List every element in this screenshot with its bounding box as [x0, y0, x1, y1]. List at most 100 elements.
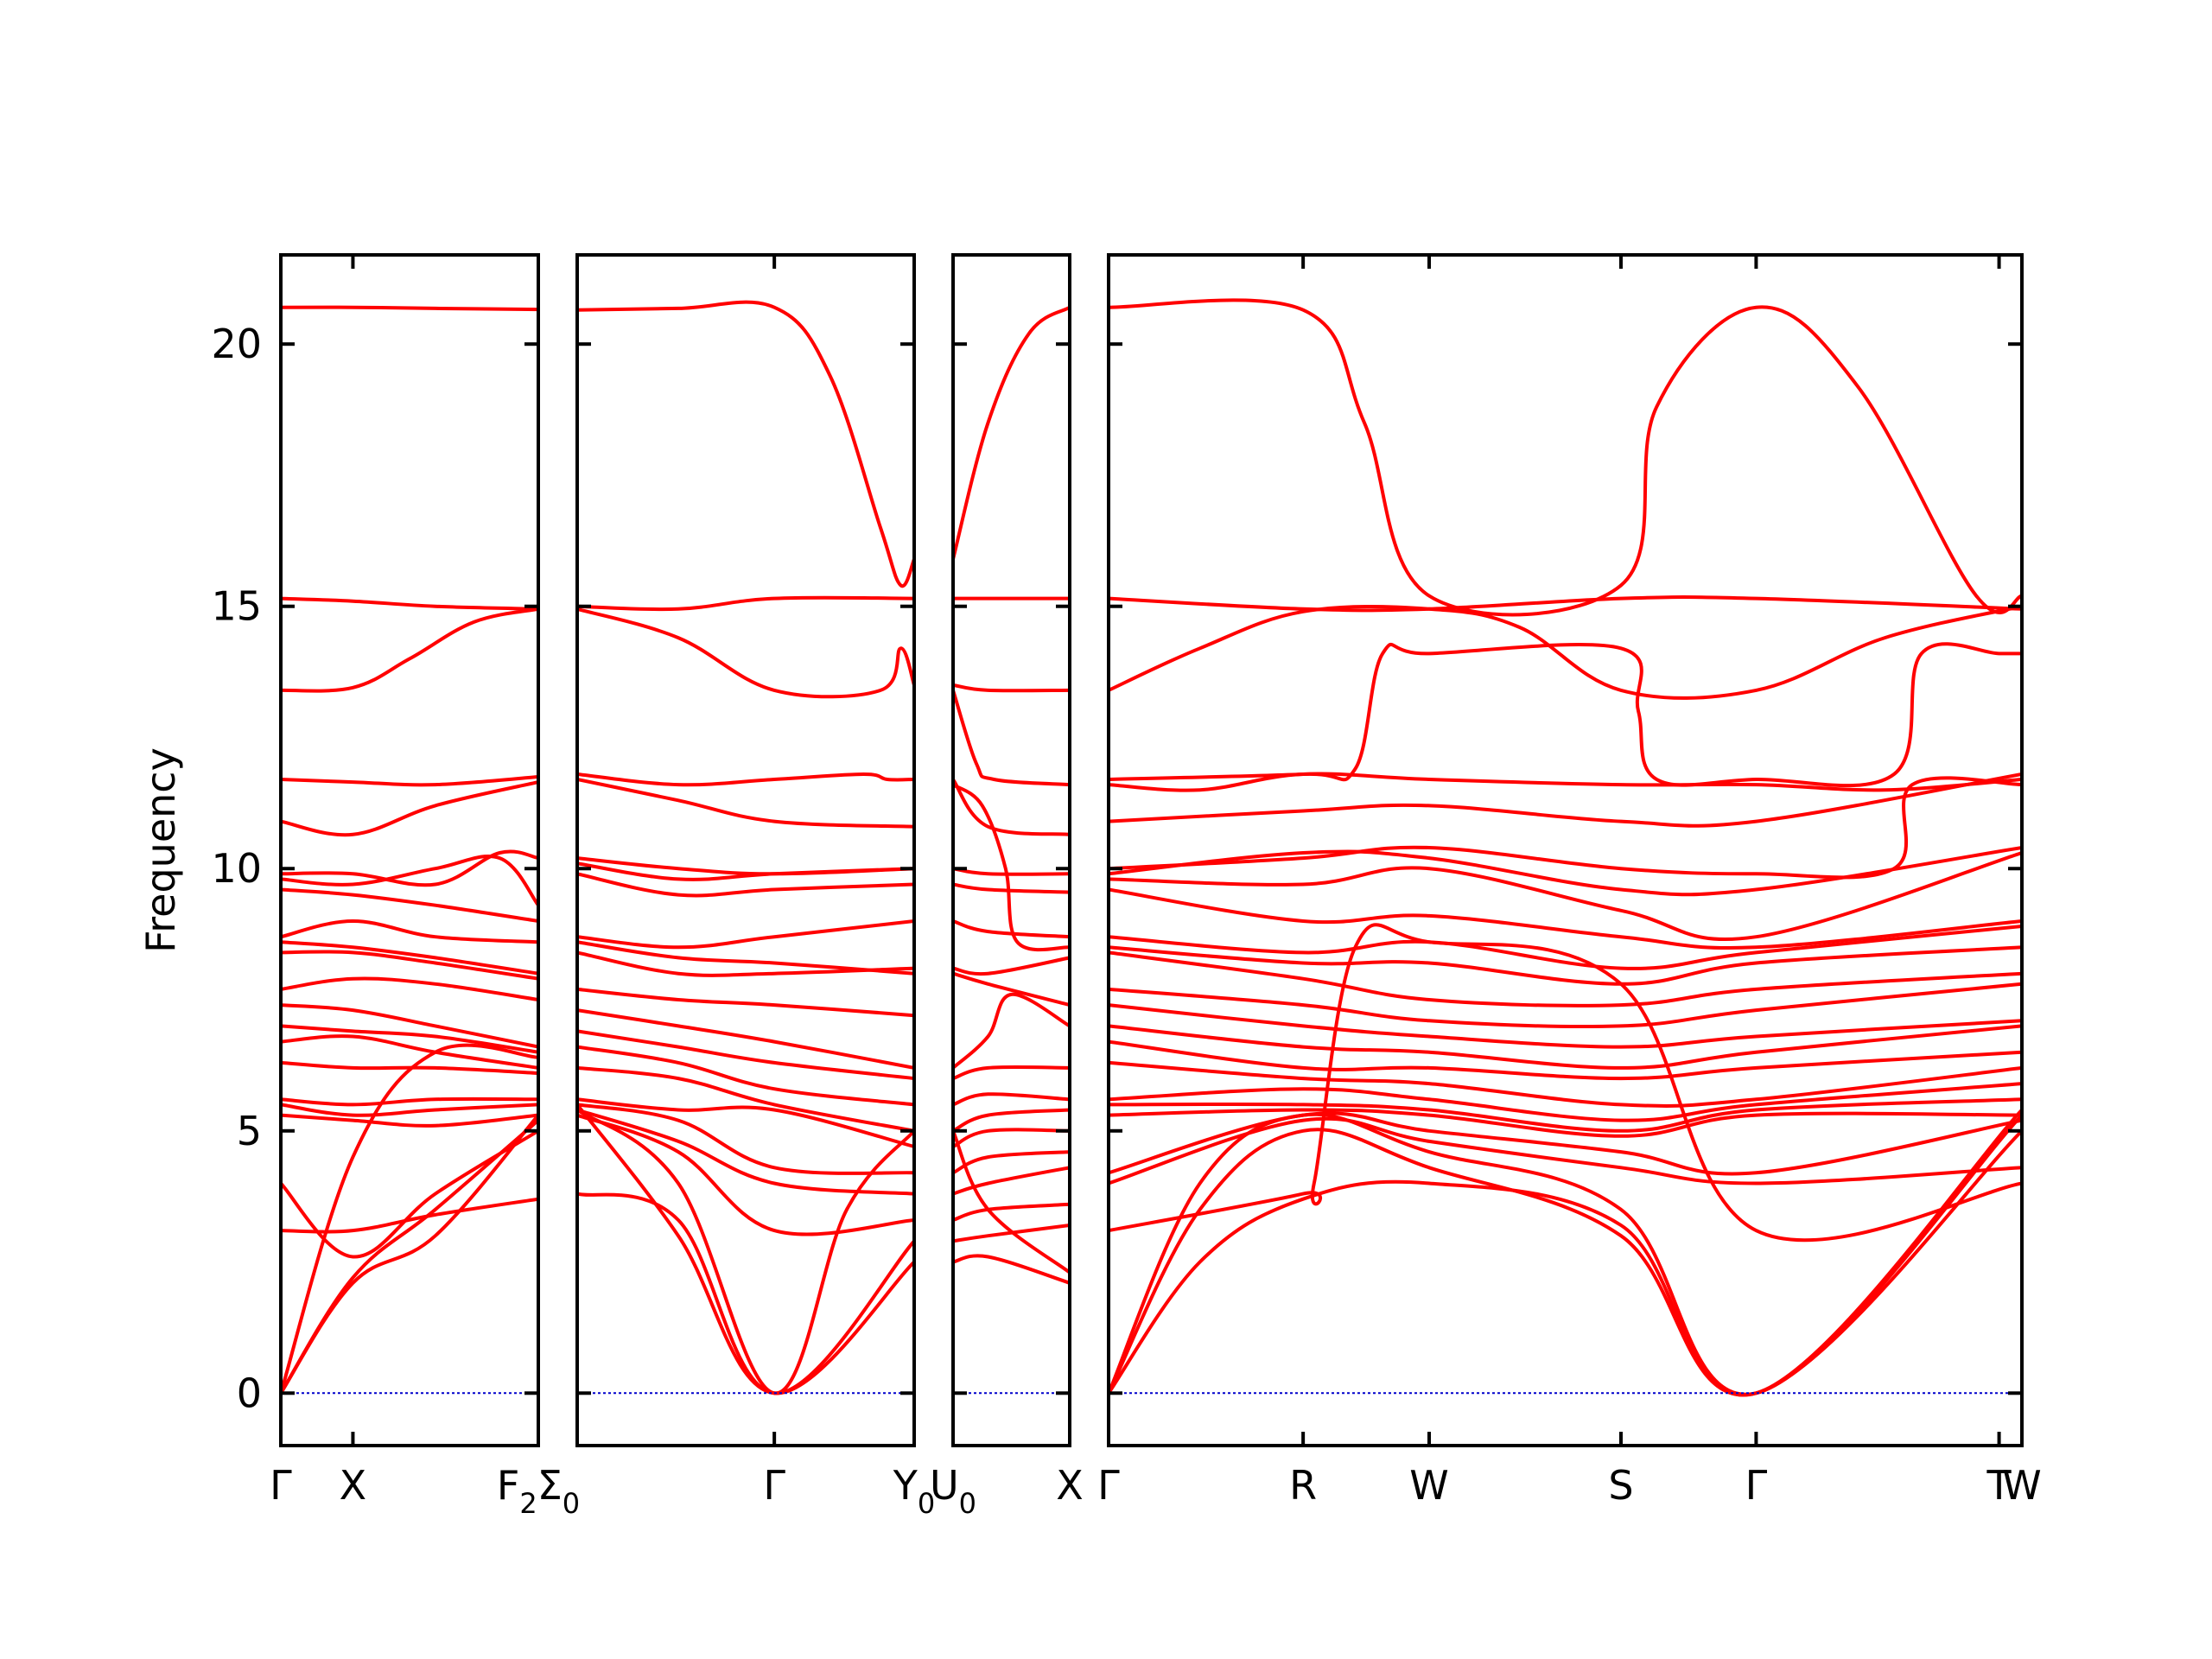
y-tick-label: 10	[211, 845, 262, 892]
x-tick-label: F2Σ0	[497, 1462, 580, 1520]
band-line	[281, 775, 538, 787]
band-line	[1109, 298, 2022, 617]
band-line	[953, 992, 1070, 1070]
band-line	[1109, 772, 2022, 828]
band-line	[1109, 982, 2022, 1028]
band-line	[577, 1029, 914, 1081]
band-line	[281, 1024, 538, 1054]
band-line	[953, 956, 1070, 976]
band-line	[577, 1113, 914, 1236]
band-line	[1109, 1112, 2022, 1396]
band-line	[1109, 1128, 2022, 1397]
band-line	[953, 1254, 1070, 1285]
band-line	[953, 1128, 1070, 1274]
band-line	[281, 607, 538, 693]
band-line	[1109, 945, 2022, 986]
band-line	[953, 1224, 1070, 1243]
band-line	[281, 919, 538, 944]
band-line	[577, 1108, 914, 1196]
band-line	[953, 305, 1070, 562]
band-line	[281, 976, 538, 1001]
band-line	[577, 987, 914, 1018]
band-line	[1109, 776, 2022, 880]
band-line	[953, 1108, 1070, 1133]
x-tick-label: Γ	[763, 1462, 785, 1509]
band-line	[281, 849, 538, 887]
band-line	[577, 595, 914, 612]
x-tick-label: S	[1608, 1462, 1633, 1509]
x-tick-label: Γ	[1097, 1462, 1120, 1509]
band-line	[281, 1113, 538, 1128]
band-line	[953, 1150, 1070, 1175]
band-line	[281, 1197, 538, 1234]
y-tick-label: 15	[211, 583, 262, 630]
band-line	[953, 683, 1070, 693]
band-line	[953, 882, 1070, 894]
ticks-layer	[279, 255, 2024, 1446]
band-line	[577, 1097, 914, 1148]
y-tick-label: 20	[211, 321, 262, 367]
segment-3-bands	[953, 305, 1070, 1285]
band-line	[1109, 594, 2022, 613]
band-line	[953, 971, 1070, 1007]
band-line	[281, 887, 538, 923]
band-line	[1109, 1108, 2022, 1138]
band-line	[1109, 1116, 2022, 1185]
x-tick-label: Γ	[1745, 1462, 1768, 1509]
x-tick-label: Y0	[893, 1462, 935, 1520]
band-line	[577, 778, 914, 829]
y-tick-label: 0	[237, 1370, 262, 1416]
x-tick-label: W	[1409, 1462, 1448, 1509]
band-line	[281, 1103, 538, 1117]
band-line	[281, 305, 538, 312]
band-line	[281, 854, 538, 907]
panel-frame	[279, 253, 540, 1447]
x-tick-label: R	[1289, 1462, 1317, 1509]
band-line	[281, 1113, 538, 1395]
band-line	[1109, 1108, 2022, 1397]
band-line	[953, 1092, 1070, 1107]
band-line	[577, 872, 914, 898]
band-line	[1109, 846, 2022, 897]
band-line	[281, 950, 538, 981]
band-line	[1109, 851, 2022, 942]
segment-2-bands	[577, 300, 914, 1395]
x-tick-label: T	[1986, 1462, 2012, 1509]
band-line	[577, 1103, 914, 1395]
band-line	[281, 780, 538, 837]
band-line	[577, 1108, 914, 1395]
panel-frame	[1107, 253, 2024, 1447]
panel-frame	[575, 253, 916, 1447]
band-line	[953, 1065, 1070, 1081]
band-line	[577, 772, 914, 787]
frames-layer	[279, 253, 2024, 1447]
band-line	[1109, 1111, 2022, 1176]
band-line	[281, 1043, 538, 1395]
band-line	[1109, 1060, 2022, 1108]
band-line	[953, 1128, 1070, 1148]
segment-1-bands	[281, 305, 538, 1395]
band-line	[1109, 1003, 2022, 1049]
band-line	[577, 1065, 914, 1133]
band-line	[953, 778, 1070, 836]
band-line	[281, 1096, 538, 1107]
band-line	[577, 950, 914, 977]
band-line	[577, 607, 914, 699]
band-line	[577, 861, 914, 881]
band-line	[1109, 772, 2022, 792]
y-axis-title: Frequency	[137, 747, 184, 953]
x-tick-label: U0	[930, 1462, 976, 1520]
band-line	[953, 1202, 1070, 1222]
bands-layer	[281, 298, 2022, 1397]
band-line	[577, 300, 914, 588]
band-line	[577, 919, 914, 950]
band-line	[281, 1060, 538, 1075]
band-line	[281, 1034, 538, 1070]
band-line	[281, 1128, 538, 1259]
band-line	[1109, 604, 2022, 700]
band-line	[1109, 1024, 2022, 1070]
band-line	[953, 1166, 1070, 1196]
band-line	[1109, 1097, 2022, 1133]
